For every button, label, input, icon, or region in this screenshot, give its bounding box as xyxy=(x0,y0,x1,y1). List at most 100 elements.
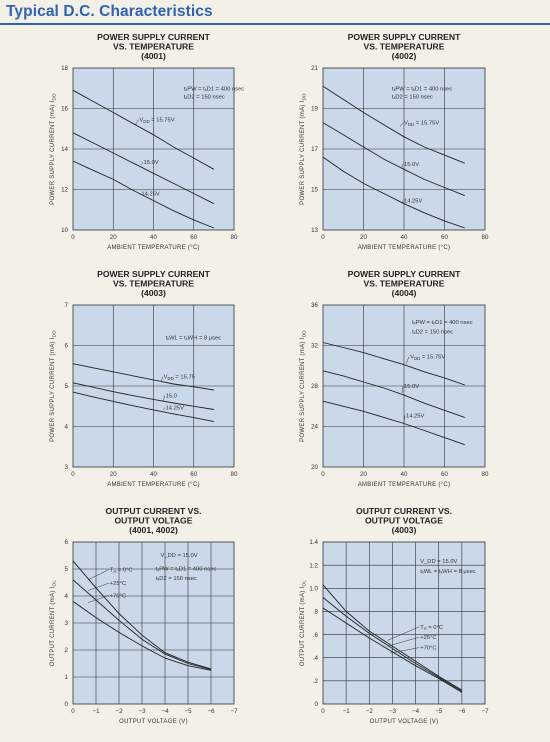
series-line xyxy=(72,391,214,423)
chart-title-line: OUTPUT CURRENT VS. xyxy=(356,506,452,516)
x-tick-label: 80 xyxy=(231,234,238,241)
y-axis-label-subscript: OL xyxy=(52,580,57,587)
x-tick-label: 60 xyxy=(441,234,448,241)
series-label: TA = 0°C xyxy=(420,625,443,631)
condition-note: tₓD2 = 150 nsec xyxy=(156,576,197,582)
condition-note: tₓD2 = 150 nsec xyxy=(184,94,225,100)
x-tick-label: 80 xyxy=(482,234,489,241)
series-label: 14.25V xyxy=(141,192,160,198)
series-line xyxy=(72,363,214,391)
x-tick-label: −5 xyxy=(435,708,443,715)
chart-title-line: (4004) xyxy=(392,288,417,298)
y-tick-label: 6 xyxy=(65,343,69,350)
series-label: +70°C xyxy=(110,593,126,599)
x-tick-label: 40 xyxy=(401,471,408,478)
x-axis-label: AMBIENT TEMPERATURE (°C) xyxy=(107,245,200,251)
series-label-pointer xyxy=(161,376,163,382)
series-label-subscript: DD xyxy=(408,122,414,127)
series-label-subscript: DD xyxy=(414,356,420,361)
series-label: 14.25V xyxy=(406,413,425,419)
series-label-subscript: DD xyxy=(167,376,173,381)
series-label: VDD = 15.75V xyxy=(139,118,174,124)
chart-title-line: (4002) xyxy=(392,51,417,61)
y-tick-label: .4 xyxy=(313,655,319,662)
chart-title-line: OUTPUT VOLTAGE xyxy=(115,516,193,526)
y-tick-label: .6 xyxy=(313,632,319,639)
series-label-rest: = 15.75V xyxy=(150,118,175,124)
series-label-rest: = 15.75V xyxy=(420,355,445,361)
x-tick-label: −1 xyxy=(92,708,100,715)
series-line xyxy=(72,160,215,229)
chart-title-line: VS. TEMPERATURE xyxy=(113,42,194,52)
y-axis-label: POWER SUPPLY CURRENT (mA) IDD xyxy=(50,330,57,442)
series-label-pointer xyxy=(387,636,420,647)
x-tick-label: 0 xyxy=(71,708,75,715)
y-axis-label: POWER SUPPLY CURRENT (mA) IDD xyxy=(300,330,307,442)
y-tick-label: 3 xyxy=(65,620,69,627)
x-tick-label: 0 xyxy=(71,234,75,241)
x-tick-label: 20 xyxy=(110,234,117,241)
series-label: 15.0V xyxy=(404,162,419,168)
x-tick-label: −3 xyxy=(389,708,397,715)
series-label-pointer xyxy=(387,626,420,641)
series-line xyxy=(72,89,215,170)
y-tick-label: 15 xyxy=(311,187,318,194)
series-label-pointer xyxy=(87,595,109,603)
y-tick-label: 1.0 xyxy=(309,585,318,592)
series-line xyxy=(72,382,214,410)
series-line xyxy=(72,132,215,205)
condition-note: tₓPW = tₓD1 = 400 nsec xyxy=(184,86,245,92)
x-axis-label: AMBIENT TEMPERATURE (°C) xyxy=(358,245,451,251)
y-tick-label: 24 xyxy=(311,424,318,431)
series-line xyxy=(322,584,463,691)
series-label-pointer xyxy=(401,164,404,168)
y-tick-label: 17 xyxy=(311,146,318,153)
chart-title-line: POWER SUPPLY CURRENT xyxy=(97,32,210,42)
series-label: +25°C xyxy=(110,581,126,587)
x-axis-label: OUTPUT VOLTAGE (V) xyxy=(119,719,188,725)
x-tick-label: −2 xyxy=(115,708,123,715)
condition-note: tₓWL = tₓWH = 8 μsec xyxy=(420,569,476,575)
condition-note: tₓPW = tₓD1 = 400 nsec xyxy=(412,320,473,326)
y-tick-label: 36 xyxy=(311,302,318,309)
y-tick-label: 4 xyxy=(65,593,69,600)
chart-title-line: OUTPUT CURRENT VS. xyxy=(106,506,202,516)
y-tick-label: 0 xyxy=(65,701,69,708)
chart-title-line: POWER SUPPLY CURRENT xyxy=(348,269,461,279)
chart-title-line: OUTPUT VOLTAGE xyxy=(365,516,443,526)
y-axis-label: POWER SUPPLY CURRENT (mA) IDD xyxy=(300,93,307,205)
series-label-pointer xyxy=(87,582,109,591)
y-tick-label: 7 xyxy=(65,302,69,309)
condition-note: tₓD2 = 150 nsec xyxy=(392,94,433,100)
x-tick-label: −1 xyxy=(343,708,351,715)
series-line xyxy=(322,597,463,692)
series-label-rest: = 0°C xyxy=(427,625,443,631)
page-header: Typical D.C. Characteristics xyxy=(0,0,550,30)
x-tick-label: 60 xyxy=(441,471,448,478)
x-tick-label: 0 xyxy=(321,708,325,715)
y-tick-label: 0 xyxy=(315,701,319,708)
x-tick-label: −6 xyxy=(207,708,215,715)
x-tick-label: 20 xyxy=(110,471,117,478)
condition-note: tₓPW = tₓD1 = 400 nsec xyxy=(392,86,453,92)
series-label: 14.25V xyxy=(404,199,423,205)
series-label-pointer xyxy=(163,407,165,411)
x-tick-label: −7 xyxy=(481,708,489,715)
series-label-subscript: A xyxy=(113,569,116,574)
y-tick-label: 32 xyxy=(311,343,318,350)
x-tick-label: 40 xyxy=(150,234,157,241)
chart-svg: OUTPUT CURRENT VS.OUTPUT VOLTAGE(4001, 4… xyxy=(50,506,238,725)
y-tick-label: 3 xyxy=(65,464,69,471)
series-label-pointer xyxy=(163,395,165,401)
y-axis-label-subscript: DD xyxy=(52,93,57,101)
x-tick-label: −6 xyxy=(458,708,466,715)
series-line xyxy=(322,85,465,164)
y-axis-label: OUTPUT CURRENT (mA) IOL xyxy=(300,580,307,667)
y-tick-label: 21 xyxy=(311,65,318,72)
x-axis-label: OUTPUT VOLTAGE (V) xyxy=(370,719,439,725)
y-tick-label: 20 xyxy=(311,464,318,471)
x-tick-label: 80 xyxy=(482,471,489,478)
